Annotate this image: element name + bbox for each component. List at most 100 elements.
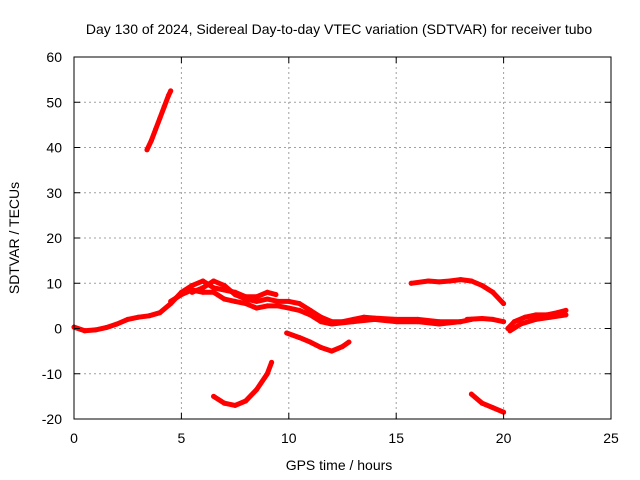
data-point — [232, 298, 238, 304]
data-point — [114, 321, 120, 327]
data-point — [232, 292, 238, 298]
x-tick-label: 20 — [496, 430, 512, 446]
data-point — [464, 316, 470, 322]
series-arc-late — [464, 316, 507, 325]
data-point — [286, 305, 292, 311]
y-tick-label: 10 — [46, 275, 62, 291]
data-point — [168, 298, 174, 304]
series-arc-main-3 — [168, 287, 464, 327]
data-point — [189, 287, 195, 293]
data-point — [178, 292, 184, 298]
data-point — [436, 279, 442, 285]
data-point — [211, 393, 217, 399]
y-tick-label: 50 — [46, 94, 62, 110]
data-point — [533, 316, 539, 322]
y-tick-label: -10 — [42, 366, 62, 382]
data-point — [254, 305, 260, 311]
data-point — [103, 325, 109, 331]
data-point — [125, 316, 131, 322]
data-point — [221, 283, 227, 288]
data-point — [157, 310, 163, 316]
data-point — [533, 312, 539, 318]
data-point — [346, 339, 352, 345]
data-point — [273, 292, 279, 298]
data-point — [254, 387, 260, 393]
data-point — [425, 278, 431, 284]
data-point — [458, 277, 464, 283]
data-point — [548, 314, 554, 320]
data-point — [264, 289, 270, 295]
data-point — [501, 409, 507, 415]
series-arc-end-b — [507, 312, 569, 334]
data-point — [200, 278, 206, 284]
data-point — [393, 319, 399, 325]
series-layer — [71, 88, 569, 415]
data-point — [269, 359, 275, 365]
data-point — [307, 312, 313, 318]
data-point — [490, 289, 496, 295]
data-point — [563, 307, 569, 313]
y-tick-label: 40 — [46, 140, 62, 156]
data-point — [254, 298, 260, 304]
data-point — [479, 283, 485, 288]
data-point — [161, 104, 167, 110]
data-point — [135, 314, 141, 320]
data-point — [200, 285, 206, 291]
data-point — [518, 321, 524, 327]
y-tick-label: -20 — [42, 411, 62, 427]
data-point — [408, 280, 414, 286]
data-point — [501, 319, 507, 325]
data-point — [157, 115, 163, 121]
x-tick-label: 15 — [388, 430, 404, 446]
data-point — [211, 285, 217, 291]
data-point — [415, 319, 421, 325]
y-tick-label: 0 — [54, 321, 62, 337]
data-point — [297, 335, 302, 341]
data-point — [479, 316, 485, 321]
data-point — [221, 400, 227, 406]
data-point — [284, 330, 290, 336]
data-point — [307, 307, 313, 313]
data-point — [329, 348, 335, 354]
y-axis-label: SDTVAR / TECUs — [6, 182, 22, 294]
data-point — [490, 316, 496, 322]
data-point — [275, 298, 281, 304]
data-point — [275, 303, 281, 309]
data-point — [318, 319, 324, 325]
series-arc-dip-mid — [284, 330, 352, 354]
data-point — [82, 328, 88, 334]
data-point — [93, 327, 98, 333]
data-point — [318, 345, 324, 350]
tick-layer: 0 5 10 15 20 25 -20 -10 0 10 20 30 40 50 60 — [42, 49, 619, 446]
data-point — [200, 289, 206, 295]
data-point — [189, 283, 195, 288]
data-point — [468, 278, 474, 284]
data-point — [563, 312, 569, 318]
series-arc-dip-left — [211, 359, 275, 408]
data-point — [286, 298, 292, 304]
data-point — [264, 296, 270, 302]
data-point — [148, 138, 154, 144]
data-point — [307, 339, 313, 345]
data-point — [264, 303, 270, 309]
data-point — [232, 402, 238, 408]
data-point — [329, 321, 335, 327]
y-tick-label: 20 — [46, 230, 62, 246]
data-point — [507, 328, 513, 334]
data-point — [350, 319, 356, 325]
y-tick-label: 60 — [46, 49, 62, 65]
data-point — [211, 278, 217, 284]
data-point — [501, 301, 507, 307]
data-point — [436, 321, 442, 327]
y-tick-label: 30 — [46, 185, 62, 201]
data-point — [490, 405, 496, 411]
data-point — [243, 301, 249, 307]
data-point — [153, 126, 159, 132]
grid-layer — [74, 57, 611, 419]
data-point — [146, 313, 152, 319]
data-point — [264, 371, 270, 377]
data-point — [447, 278, 453, 284]
data-point — [254, 294, 260, 300]
chart-title: Day 130 of 2024, Sidereal Day-to-day VTE… — [86, 21, 593, 37]
data-point — [522, 314, 528, 320]
